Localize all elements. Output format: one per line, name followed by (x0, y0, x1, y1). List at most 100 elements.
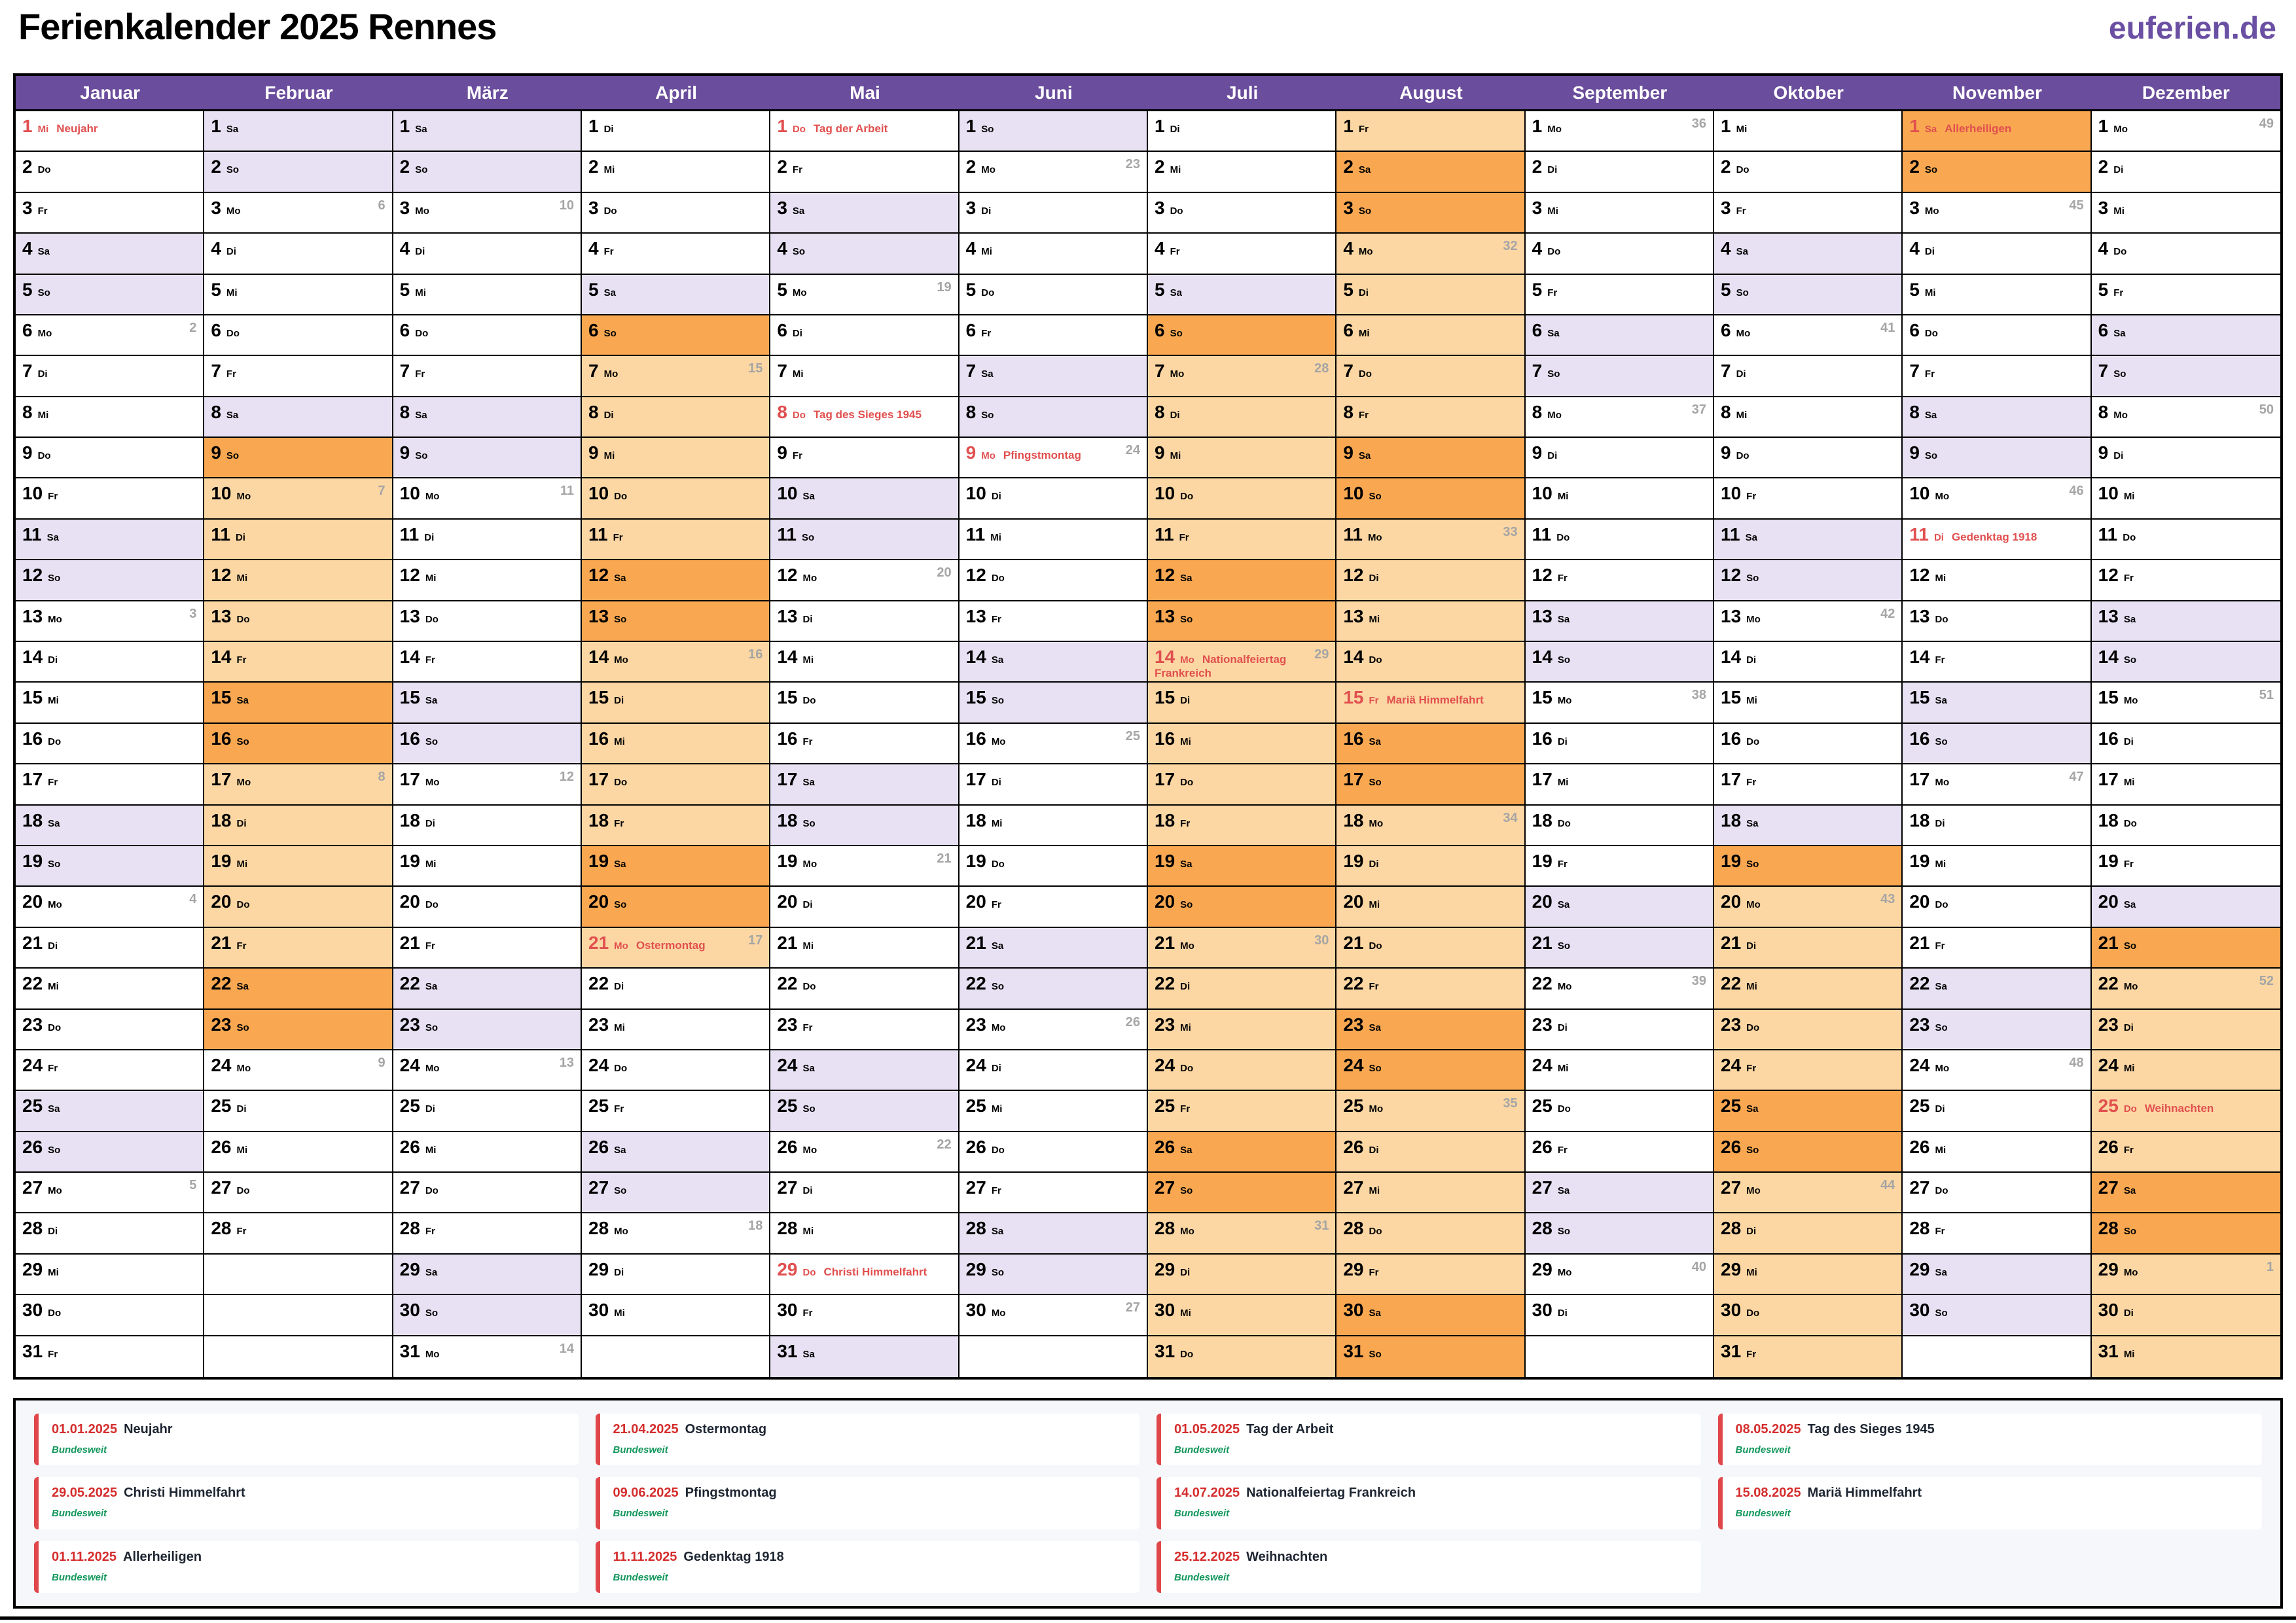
day-number: 13 (22, 605, 43, 626)
weekday-label: Di (37, 368, 48, 380)
weekday-label: Fr (792, 450, 802, 462)
day-number: 4 (777, 238, 787, 259)
day-cell: 22 Do (770, 969, 960, 1010)
day-cell: 24 Fr (16, 1050, 205, 1092)
weekday-label: Sa (991, 1226, 1004, 1238)
day-number: 13 (588, 605, 609, 626)
weekday-label: Do (1358, 368, 1372, 380)
day-cell: 12 Sa (582, 560, 771, 601)
day-cell: 22 Mo 52 (2091, 969, 2280, 1010)
week-number: 23 (1125, 157, 1140, 172)
weekday-label: Fr (991, 899, 1001, 911)
month-header: Dezember (2091, 76, 2280, 111)
weekday-label: Mo (425, 1348, 440, 1360)
weekday-label: Di (614, 695, 624, 707)
weekday-label: Fr (2113, 287, 2124, 298)
weekday-label: Do (1746, 1022, 1760, 1033)
weekday-label: Mi (991, 817, 1003, 829)
day-number: 8 (1343, 401, 1354, 422)
weekday-label: Mo (1935, 1062, 1950, 1074)
day-cell: 30 Sa (1336, 1295, 1526, 1336)
day-cell: 12 So (1714, 560, 1903, 601)
day-cell: 18 Fr (1148, 805, 1337, 846)
day-number: 3 (1343, 197, 1354, 218)
legend-card: 14.07.2025 Nationalfeiertag Frankreich Bun… (1157, 1477, 1701, 1529)
week-number: 36 (1691, 116, 1706, 131)
weekday-label: Do (1180, 1348, 1194, 1360)
weekday-label: So (614, 1185, 627, 1197)
holiday-label: Mariä Himmelfahrt (1386, 694, 1484, 707)
day-number: 10 (211, 483, 232, 504)
day-number: 22 (965, 973, 986, 994)
day-cell: 29 Mo 40 (1525, 1254, 1714, 1296)
weekday-label: Di (1935, 1103, 1945, 1115)
day-cell: 19 Do (959, 846, 1148, 887)
day-number: 17 (399, 769, 420, 790)
day-cell: 2 Di (2091, 152, 2280, 193)
day-cell: 5 Sa (582, 274, 771, 315)
weekday-label: Mi (48, 1266, 59, 1278)
day-cell: 29 Sa (1903, 1254, 2092, 1296)
day-cell: 14 Di (1714, 642, 1903, 683)
day-cell: 7 Di (1714, 356, 1903, 397)
day-number: 27 (399, 1177, 420, 1198)
legend-scope: Bundesweit (52, 1508, 107, 1520)
weekday-label: Fr (1924, 368, 1935, 380)
day-number: 5 (965, 279, 977, 300)
day-cell: 10 Do (582, 478, 771, 520)
weekday-label: Do (1547, 246, 1561, 258)
day-number: 22 (2098, 973, 2119, 994)
day-cell: 30 Do (16, 1295, 205, 1336)
day-number: 19 (1532, 850, 1552, 871)
legend-name: Nationalfeiertag Frankreich (1246, 1486, 1416, 1501)
weekday-label: Fr (1358, 409, 1369, 421)
day-number: 14 (1721, 647, 1742, 668)
day-cell: 9 Fr (770, 438, 960, 479)
day-number: 25 (1721, 1096, 1742, 1116)
day-cell: 19 Fr (1525, 846, 1714, 887)
weekday-label: Di (981, 205, 992, 217)
day-number: 21 (1721, 932, 1742, 953)
weekday-label: Mi (1547, 205, 1558, 217)
day-number: 26 (1155, 1136, 1175, 1157)
weekday-label: Mo (614, 654, 628, 666)
weekday-label: Di (1736, 368, 1746, 380)
day-number: 16 (965, 728, 986, 749)
day-cell: 24 Fr (1714, 1050, 1903, 1092)
day-cell: 3 So (1336, 192, 1526, 234)
day-number: 30 (1909, 1300, 1930, 1321)
weekday-label: So (1547, 368, 1560, 380)
day-cell: 18 Fr (582, 805, 771, 846)
day-cell: 29 Sa (393, 1254, 582, 1296)
weekday-label: Mo (1358, 246, 1373, 258)
weekday-label: Fr (613, 531, 623, 543)
weekday-label: Mi (37, 124, 49, 135)
weekday-label: Mo (802, 858, 817, 870)
weekday-label: Mo (1547, 409, 1562, 421)
day-number: 7 (965, 361, 977, 382)
day-number: 30 (965, 1300, 986, 1321)
weekday-label: Mo (614, 1226, 628, 1238)
weekday-label: Mi (2123, 777, 2135, 789)
day-cell: 23 So (393, 1009, 582, 1050)
week-number: 45 (2069, 198, 2084, 213)
day-number: 11 (965, 524, 986, 544)
day-number: 27 (1343, 1177, 1364, 1198)
day-number: 9 (1155, 442, 1165, 463)
day-cell: 6 Mo 2 (16, 315, 205, 357)
day-number: 15 (1909, 687, 1930, 708)
legend-card: 25.12.2025 Weihnachten Bundesweit (1157, 1541, 1701, 1593)
day-cell: 27 Sa (1525, 1173, 1714, 1214)
weekday-label: Mi (425, 858, 437, 870)
weekday-label: Di (1924, 246, 1935, 258)
day-number: 25 (1343, 1096, 1364, 1116)
weekday-label: Mi (1746, 1266, 1757, 1278)
weekday-label: So (1369, 1348, 1382, 1360)
day-cell: 21 Fr (204, 927, 393, 969)
day-cell: 8 Mo 50 (2091, 397, 2280, 438)
weekday-label: Mi (1369, 899, 1380, 911)
weekday-label: Mo (1746, 899, 1761, 911)
day-number: 26 (965, 1136, 986, 1157)
day-cell: 28 Mi (770, 1213, 960, 1255)
day-number: 15 (1721, 687, 1742, 708)
